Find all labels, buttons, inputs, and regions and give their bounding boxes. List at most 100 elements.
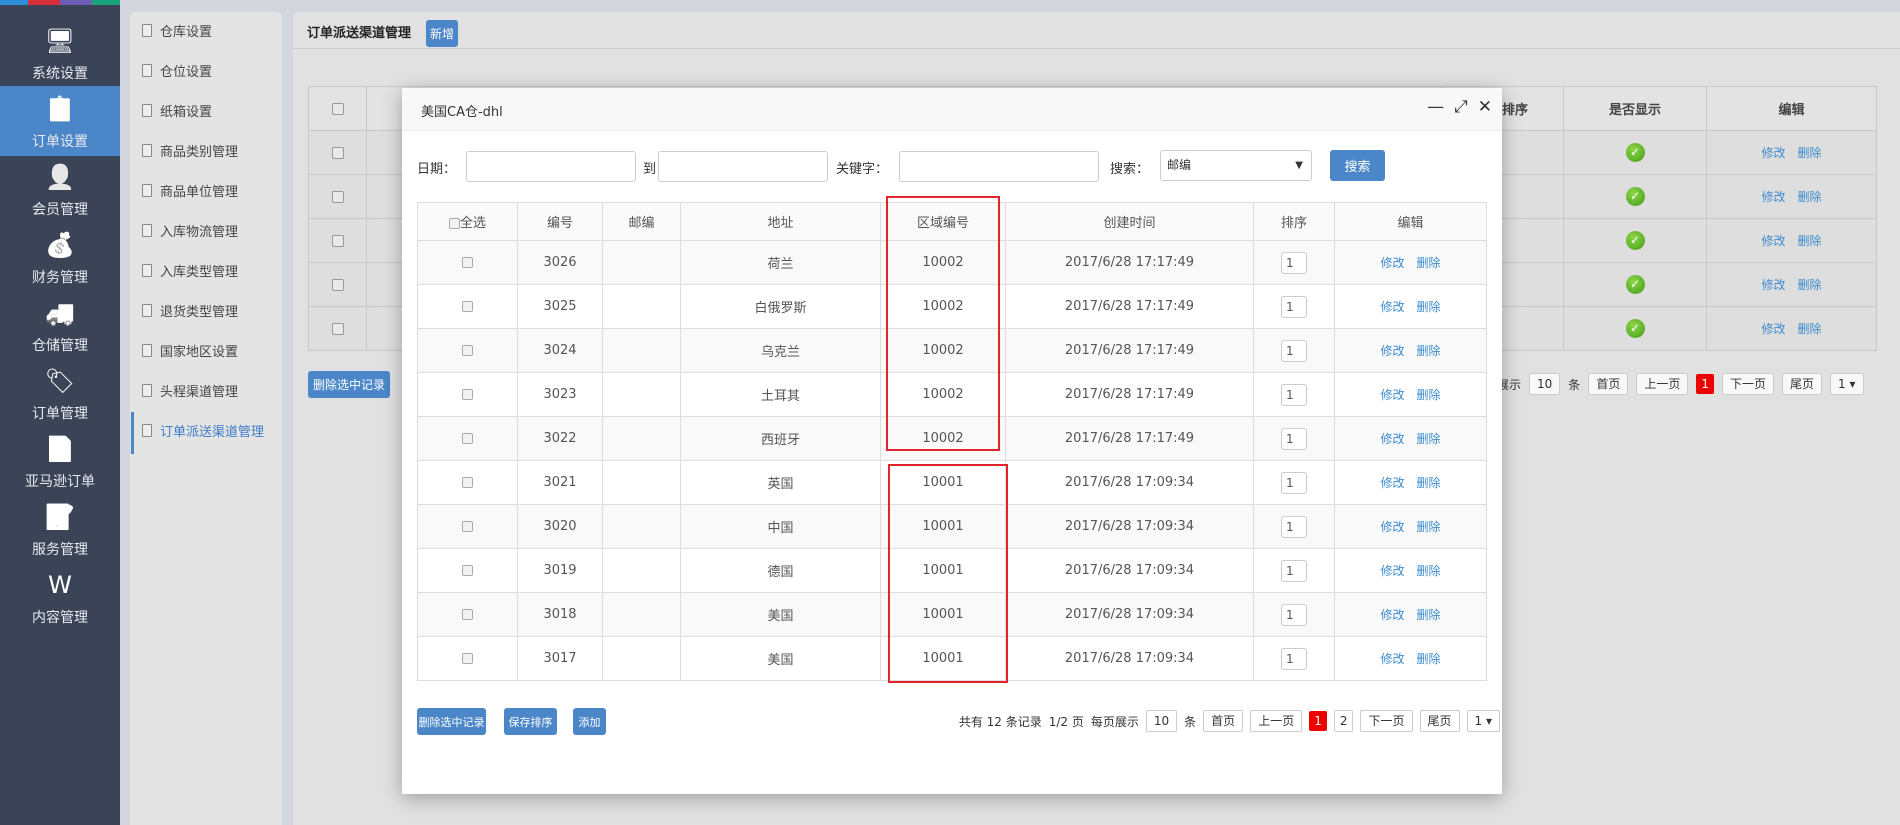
sidebar-item-2[interactable]: 👤 会员管理 [0,154,120,224]
sort-input[interactable]: 1 [1281,471,1307,494]
prev-page-button[interactable]: 上一页 [1250,710,1303,732]
edit-link[interactable]: 修改 [1380,256,1405,270]
edit-link[interactable]: 修改 [1380,652,1405,666]
per-page-input[interactable]: 10 [1529,373,1561,395]
add-button[interactable]: 添加 [573,708,606,735]
edit-link[interactable]: 修改 [1380,476,1405,490]
select-all-checkbox[interactable] [448,218,460,229]
sort-input[interactable]: 1 [1281,251,1307,274]
delete-link[interactable]: 删除 [1416,344,1441,358]
select-all-checkbox[interactable] [331,102,344,115]
sort-input[interactable]: 1 [1281,427,1307,450]
close-icon[interactable]: ✕ [1477,97,1492,117]
next-page-button[interactable]: 下一页 [1360,710,1413,732]
prev-page-button[interactable]: 上一页 [1636,373,1689,395]
submenu-item-1[interactable]: 仓位设置 [142,60,212,80]
submenu-item-3[interactable]: 商品类别管理 [142,140,238,160]
row-checkbox[interactable] [462,257,473,268]
row-checkbox[interactable] [331,278,344,291]
page-jump-select[interactable]: 1 ▾ [1466,710,1500,732]
edit-link[interactable]: 修改 [1380,344,1405,358]
delete-link[interactable]: 删除 [1416,256,1441,270]
search-button[interactable]: 搜索 [1330,150,1385,181]
edit-link[interactable]: 修改 [1761,234,1786,248]
add-button[interactable]: 新增 [426,20,458,47]
last-page-button[interactable]: 尾页 [1782,373,1823,395]
edit-link[interactable]: 修改 [1380,564,1405,578]
edit-link[interactable]: 修改 [1380,608,1405,622]
submenu-item-8[interactable]: 国家地区设置 [142,340,238,360]
row-checkbox[interactable] [462,389,473,400]
row-checkbox[interactable] [462,301,473,312]
delete-link[interactable]: 删除 [1797,278,1822,292]
current-page[interactable]: 1 [1696,374,1714,394]
sort-input[interactable]: 1 [1281,295,1307,318]
minimize-icon[interactable]: — [1427,97,1445,117]
edit-link[interactable]: 修改 [1761,322,1786,336]
edit-link[interactable]: 修改 [1761,278,1786,292]
keyword-input[interactable] [899,151,1099,182]
sort-input[interactable]: 1 [1281,339,1307,362]
sidebar-item-8[interactable]: W 内容管理 [0,562,120,632]
submenu-item-5[interactable]: 入库物流管理 [142,220,238,240]
delete-link[interactable]: 删除 [1416,476,1441,490]
sort-input[interactable]: 1 [1281,515,1307,538]
row-checkbox[interactable] [331,146,344,159]
edit-link[interactable]: 修改 [1380,432,1405,446]
save-sort-button[interactable]: 保存排序 [504,708,557,735]
edit-link[interactable]: 修改 [1380,520,1405,534]
row-checkbox[interactable] [462,521,473,532]
edit-link[interactable]: 修改 [1380,300,1405,314]
row-checkbox[interactable] [462,609,473,620]
maximize-icon[interactable]: ⤢ [1454,97,1468,117]
sort-input[interactable]: 1 [1281,647,1307,670]
submenu-item-4[interactable]: 商品单位管理 [142,180,238,200]
submenu-item-7[interactable]: 退货类型管理 [142,300,238,320]
sort-input[interactable]: 1 [1281,559,1307,582]
sidebar-item-4[interactable]: 🚚 仓储管理 [0,290,120,360]
sidebar-item-6[interactable]: 📄 亚马逊订单 [0,426,120,496]
delete-link[interactable]: 删除 [1416,520,1441,534]
sidebar-item-7[interactable]: 📝 服务管理 [0,494,120,564]
search-field-select[interactable]: 邮编 ▼ [1160,150,1312,181]
delete-selected-button[interactable]: 删除选中记录 [308,371,390,398]
delete-link[interactable]: 删除 [1416,388,1441,402]
delete-link[interactable]: 删除 [1797,322,1822,336]
delete-selected-button[interactable]: 删除选中记录 [417,708,486,735]
sort-input[interactable]: 1 [1281,383,1307,406]
delete-link[interactable]: 删除 [1416,564,1441,578]
first-page-button[interactable]: 首页 [1203,710,1244,732]
delete-link[interactable]: 删除 [1416,652,1441,666]
sidebar-item-1[interactable]: 📋 订单设置 [0,86,120,156]
delete-link[interactable]: 删除 [1416,300,1441,314]
row-checkbox[interactable] [462,345,473,356]
row-checkbox[interactable] [331,190,344,203]
row-checkbox[interactable] [462,653,473,664]
date-to-input[interactable] [658,151,828,182]
delete-link[interactable]: 删除 [1797,234,1822,248]
row-checkbox[interactable] [331,234,344,247]
sidebar-item-0[interactable]: 🖥 系统设置 [0,18,120,88]
delete-link[interactable]: 删除 [1797,190,1822,204]
delete-link[interactable]: 删除 [1416,432,1441,446]
page-2-button[interactable]: 2 [1333,710,1354,732]
sidebar-item-5[interactable]: 🏷 订单管理 [0,358,120,428]
per-page-input[interactable]: 10 [1145,710,1178,732]
last-page-button[interactable]: 尾页 [1419,710,1460,732]
edit-link[interactable]: 修改 [1380,388,1405,402]
page-jump-select[interactable]: 1 ▾ [1830,373,1864,395]
delete-link[interactable]: 删除 [1416,608,1441,622]
submenu-item-0[interactable]: 仓库设置 [142,20,212,40]
sort-input[interactable]: 1 [1281,603,1307,626]
submenu-item-10[interactable]: 订单派送渠道管理 [142,420,264,440]
current-page[interactable]: 1 [1309,711,1327,731]
row-checkbox[interactable] [331,322,344,335]
submenu-item-9[interactable]: 头程渠道管理 [142,380,238,400]
submenu-item-6[interactable]: 入库类型管理 [142,260,238,280]
row-checkbox[interactable] [462,565,473,576]
edit-link[interactable]: 修改 [1761,190,1786,204]
row-checkbox[interactable] [462,433,473,444]
date-from-input[interactable] [466,151,636,182]
submenu-item-2[interactable]: 纸箱设置 [142,100,212,120]
first-page-button[interactable]: 首页 [1588,373,1629,395]
